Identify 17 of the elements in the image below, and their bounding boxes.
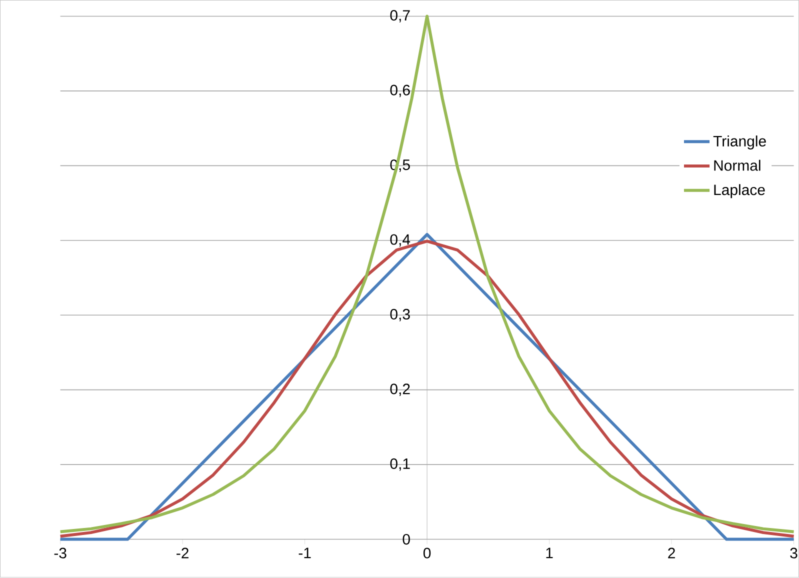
x-tick-label: 1 bbox=[546, 548, 553, 558]
x-tick-label: -1 bbox=[298, 548, 311, 558]
legend-label: Triangle bbox=[713, 136, 766, 150]
y-tick-label: 0,6 bbox=[390, 84, 410, 98]
legend-label: Normal bbox=[714, 160, 760, 172]
y-tick-label: 0,7 bbox=[390, 10, 410, 23]
y-tick-label: 0 bbox=[402, 534, 410, 545]
y-tick-label: 0,1 bbox=[390, 458, 410, 471]
x-tick-label: 3 bbox=[790, 548, 798, 559]
x-tick-label: 2 bbox=[668, 548, 675, 558]
x-tick-label: -2 bbox=[176, 548, 188, 558]
x-tick-label: 0 bbox=[423, 548, 431, 559]
x-tick-label: -3 bbox=[54, 548, 66, 559]
legend-label: Laplace bbox=[714, 184, 765, 198]
y-tick-label: 0,3 bbox=[390, 309, 410, 322]
y-tick-label: 0,2 bbox=[390, 384, 410, 396]
y-tick-label: 0,4 bbox=[390, 234, 410, 247]
